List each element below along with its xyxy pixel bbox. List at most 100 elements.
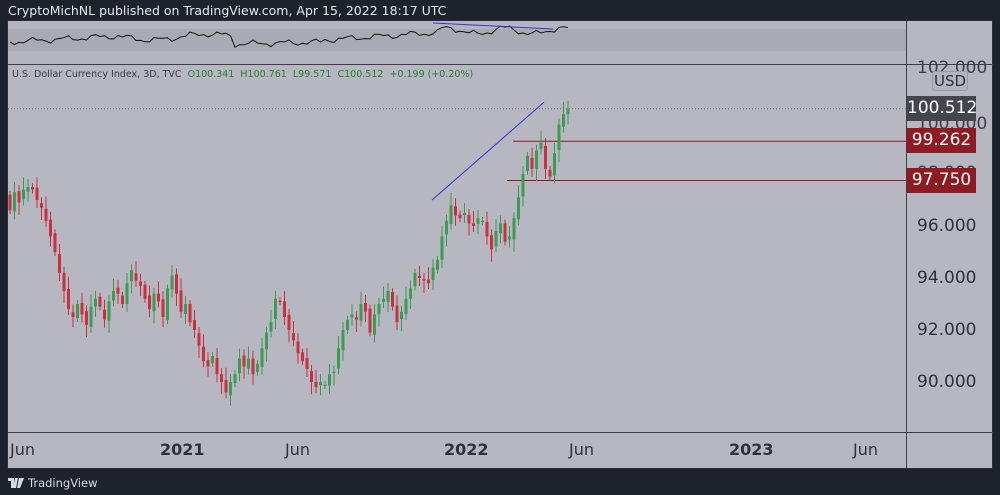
candle bbox=[125, 273, 129, 313]
symbol-title: U.S. Dollar Currency Index, 3D, TVC bbox=[12, 69, 182, 80]
candle bbox=[251, 350, 255, 385]
candle bbox=[409, 280, 412, 309]
candle bbox=[359, 291, 363, 327]
candle bbox=[553, 143, 556, 184]
candle bbox=[278, 296, 282, 306]
candle bbox=[283, 291, 286, 326]
candle bbox=[535, 144, 538, 182]
candle bbox=[80, 292, 84, 323]
oscillator-pane bbox=[8, 21, 906, 64]
candle bbox=[143, 280, 147, 303]
candle bbox=[413, 268, 417, 291]
candle bbox=[152, 287, 156, 324]
candle bbox=[368, 304, 372, 337]
candle bbox=[512, 212, 516, 252]
candle bbox=[31, 183, 34, 194]
candle bbox=[346, 315, 349, 334]
candle bbox=[449, 192, 453, 230]
candle bbox=[373, 304, 376, 343]
footer-brand: TradingView bbox=[28, 476, 98, 490]
candle bbox=[517, 185, 520, 226]
candle bbox=[67, 276, 70, 316]
candle bbox=[508, 226, 511, 248]
candle bbox=[134, 261, 138, 287]
footer: TradingView bbox=[8, 476, 97, 490]
oscillator-line bbox=[9, 25, 569, 48]
price-axis-border bbox=[906, 21, 907, 468]
candle bbox=[22, 177, 25, 206]
candle bbox=[386, 282, 390, 313]
candle bbox=[112, 278, 115, 307]
time-label-0: Jun bbox=[10, 440, 35, 459]
candle bbox=[157, 281, 160, 308]
candle bbox=[17, 185, 21, 215]
time-label-4: Jun bbox=[569, 440, 594, 459]
time-label-1: 2021 bbox=[160, 440, 205, 459]
candle bbox=[310, 365, 313, 395]
candle bbox=[499, 215, 502, 244]
candle bbox=[188, 300, 192, 327]
tradingview-logo-icon bbox=[8, 478, 24, 488]
candle bbox=[472, 211, 475, 232]
candle bbox=[179, 278, 183, 318]
candle bbox=[274, 290, 277, 330]
current-price-tag: 100.512 bbox=[907, 96, 977, 121]
candle bbox=[319, 373, 322, 396]
candle bbox=[427, 267, 430, 290]
candle bbox=[58, 243, 61, 281]
time-label-5: 2023 bbox=[729, 440, 774, 459]
candle bbox=[62, 266, 66, 304]
publish-info: CryptoMichNL published on TradingView.co… bbox=[8, 3, 447, 18]
candle bbox=[220, 368, 223, 395]
candle bbox=[485, 211, 489, 245]
candle bbox=[265, 326, 268, 362]
candle bbox=[107, 295, 111, 333]
candle bbox=[458, 210, 462, 223]
oscillator-band bbox=[8, 29, 906, 51]
ohlc-low: L99.571 bbox=[292, 69, 332, 80]
candle bbox=[503, 219, 507, 246]
candle bbox=[260, 338, 264, 375]
currency-badge[interactable]: USD bbox=[932, 71, 968, 91]
price-tick-90: 90.000 bbox=[917, 372, 977, 392]
ohlc-change: +0.199 (+0.20%) bbox=[389, 69, 474, 80]
candle bbox=[544, 137, 547, 179]
candle bbox=[238, 348, 241, 382]
candle bbox=[463, 202, 466, 224]
candle bbox=[287, 308, 291, 343]
candle bbox=[247, 346, 250, 375]
candle bbox=[562, 101, 565, 133]
time-axis-border bbox=[8, 432, 993, 433]
candle bbox=[490, 229, 493, 262]
candle bbox=[98, 292, 102, 311]
candle bbox=[148, 285, 151, 318]
pane-divider[interactable] bbox=[8, 64, 993, 65]
candle bbox=[422, 273, 426, 293]
candle bbox=[391, 288, 394, 311]
candle bbox=[197, 327, 201, 358]
candle bbox=[548, 165, 552, 181]
oscillator-trendline bbox=[432, 22, 554, 30]
candle bbox=[94, 290, 97, 317]
candle bbox=[314, 369, 318, 394]
candle bbox=[49, 211, 52, 247]
candle bbox=[341, 321, 345, 361]
ohlc-open: O100.341 bbox=[187, 69, 235, 80]
candle bbox=[481, 216, 484, 226]
candle bbox=[350, 304, 354, 326]
candle bbox=[355, 311, 358, 332]
candle bbox=[337, 335, 340, 375]
candle bbox=[364, 294, 367, 322]
candle bbox=[211, 352, 214, 368]
candle bbox=[35, 177, 39, 209]
level-tag-upper: 99.262 bbox=[907, 128, 976, 153]
time-label-2: Jun bbox=[285, 440, 310, 459]
rising-trendline bbox=[431, 101, 545, 201]
candle bbox=[206, 352, 210, 377]
candle bbox=[13, 182, 16, 220]
candle bbox=[377, 298, 381, 327]
candle bbox=[139, 273, 142, 296]
price-tick-92: 92.000 bbox=[917, 320, 977, 340]
candle bbox=[184, 295, 187, 325]
